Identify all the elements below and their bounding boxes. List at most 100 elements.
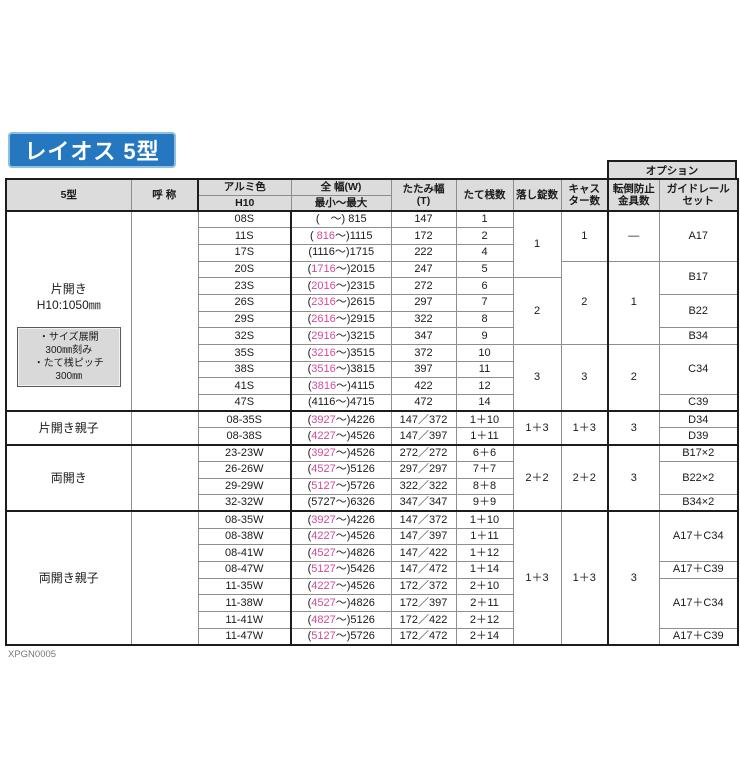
width-part: 4527 <box>311 596 336 609</box>
width-part: 4227 <box>311 530 336 543</box>
cell-ribs: 6 <box>455 277 514 295</box>
width-part: ( <box>307 329 312 342</box>
header-line: 300㎜ <box>55 371 83 383</box>
width-part: ( <box>307 629 312 642</box>
cell-width: (4227～)4526 <box>290 577 392 596</box>
cell-ribs: 11 <box>455 360 514 379</box>
width-part: ( <box>309 229 317 242</box>
cell-bracket-count: 2 <box>607 344 660 412</box>
width-part: 5726 <box>350 480 375 493</box>
cell-fold: 172 <box>390 227 457 245</box>
cell-ribs: 1＋12 <box>455 544 514 562</box>
cell-name: 08-41W <box>197 544 292 562</box>
width-part: ～) <box>335 446 351 459</box>
header-line: (T) <box>416 195 431 207</box>
cell-rail-set: A17＋C39 <box>658 560 739 579</box>
col-header-caster: キャス ター数 <box>560 178 609 212</box>
cell-width: (4827～)5126 <box>290 611 392 629</box>
width-part: 2015 <box>350 263 375 276</box>
section-label-cell: 両開き親子 <box>5 510 132 646</box>
cell-width: (5127～)5426 <box>290 560 392 579</box>
cell-caster-count: 2 <box>560 260 609 346</box>
width-part: ～) <box>335 596 351 609</box>
cell-rail-set: B22 <box>658 293 739 329</box>
cell-width: (4227～)4526 <box>290 527 392 546</box>
cell-width: (4227～)4526 <box>290 427 392 446</box>
cell-caster-count: 3 <box>560 344 609 412</box>
width-part: 4115 <box>350 379 375 392</box>
width-part: 816 <box>316 229 336 242</box>
cell-width: (2016～)2315 <box>290 277 392 295</box>
cell-fold: 422 <box>390 377 457 396</box>
cell-caster-count: 2＋2 <box>560 443 609 512</box>
width-part: ( <box>307 346 312 359</box>
cell-ribs: 1＋11 <box>455 427 514 446</box>
cell-fold: 322 <box>390 310 457 329</box>
cell-name: 11-35W <box>197 577 292 596</box>
cell-width: (3927～)4526 <box>290 443 392 462</box>
cell-width: (5727～)6326 <box>290 494 392 512</box>
section-label: 両開き <box>8 470 130 486</box>
width-part: 4116 <box>311 396 336 409</box>
header-line: ガイドレール <box>666 182 730 195</box>
width-part: ～) <box>335 346 351 359</box>
width-part: 3927 <box>311 446 336 459</box>
cell-name: 23S <box>197 277 292 295</box>
col-header-alumi: アルミ色 <box>197 178 292 196</box>
cell-fold: 272／272 <box>390 443 457 462</box>
width-part: 4527 <box>311 463 336 476</box>
width-part: ～) <box>335 513 351 526</box>
width-part: 4827 <box>311 613 336 626</box>
col-header-name: 呼 称 <box>130 178 199 212</box>
alumi-color-cell <box>130 443 199 512</box>
cell-ribs: 7 <box>455 293 514 312</box>
cell-fold: 347／347 <box>390 494 457 512</box>
width-part: ( <box>307 279 312 292</box>
width-part: ( <box>308 396 312 409</box>
width-part: ( <box>307 530 312 543</box>
width-part: 2316 <box>311 296 336 309</box>
cell-width: (3516～)3815 <box>290 360 392 379</box>
width-part: ～) <box>334 246 350 259</box>
cell-name: 32S <box>197 327 292 345</box>
width-part: 5126 <box>350 463 375 476</box>
cell-rail-set: C34 <box>658 343 739 396</box>
cell-fold: 272 <box>390 277 457 295</box>
cell-ribs: 9＋9 <box>455 494 514 512</box>
width-part: 6326 <box>350 496 375 509</box>
header-line: 300㎜刻み <box>45 345 93 357</box>
cell-rail-set: B17×2 <box>658 443 739 462</box>
width-part: ～) <box>335 629 351 642</box>
cell-fold: 322／322 <box>390 477 457 496</box>
cell-fold: 147／422 <box>390 544 457 562</box>
cell-width: (3927～)4226 <box>290 410 392 429</box>
cell-lock-count: 3 <box>512 344 562 412</box>
width-part: ～) <box>335 296 351 309</box>
note-box: ・サイズ展開 300㎜刻み ・たて桟ピッチ 300㎜ <box>16 327 121 388</box>
header-line: ター数 <box>568 195 601 207</box>
width-part: ( <box>307 446 312 459</box>
width-part: ～) <box>335 546 351 559</box>
cell-fold: 172／372 <box>390 577 457 596</box>
cell-name: 32-32W <box>197 494 292 512</box>
cell-name: 11-41W <box>197 611 292 629</box>
cell-fold: 297／297 <box>390 460 457 479</box>
width-part: 2915 <box>350 313 375 326</box>
width-part: 3515 <box>350 346 375 359</box>
cell-width: (4116～)4715 <box>290 394 392 412</box>
cell-rail-set: C39 <box>658 394 739 412</box>
width-part: 2315 <box>350 279 375 292</box>
header-line: 両開き親子 <box>38 571 99 586</box>
width-part: 4527 <box>311 546 336 559</box>
width-part: 4526 <box>350 446 375 459</box>
width-part: ( <box>307 363 312 376</box>
width-part: 815 <box>348 213 367 226</box>
header-line: たたみ幅 <box>402 182 445 195</box>
width-part: 5426 <box>350 563 375 576</box>
width-part: ( <box>307 496 312 509</box>
cell-name: 29S <box>197 310 292 329</box>
width-part: ～) <box>335 480 351 493</box>
width-part: 3216 <box>311 346 336 359</box>
cell-rail-set: B22×2 <box>658 460 739 496</box>
cell-width: (2916～)3215 <box>290 327 392 345</box>
